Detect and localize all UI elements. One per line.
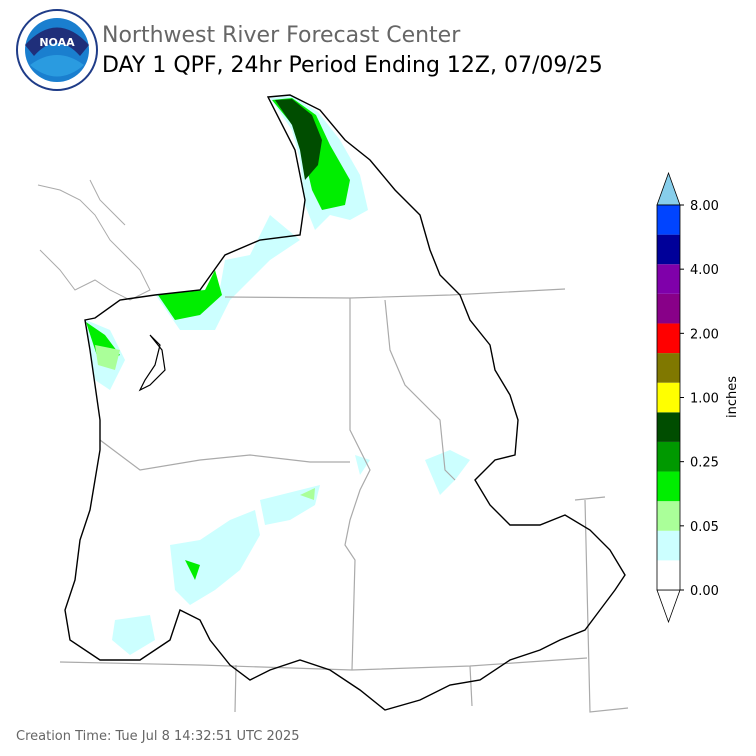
colorbar-label: inches <box>725 376 740 418</box>
colorbar-tick-label: 2.00 <box>690 327 719 342</box>
precip-areas <box>86 96 470 655</box>
colorbar-bin <box>657 234 680 265</box>
org-title: Northwest River Forecast Center <box>102 23 461 48</box>
colorbar-bin <box>657 353 680 383</box>
colorbar-tick-label: 8.00 <box>690 199 719 214</box>
state-borders <box>59 288 629 713</box>
colorbar-bin <box>657 205 680 235</box>
colorbar: 0.00 0.05 0.25 1.00 2.00 4.00 8.00 <box>656 171 719 624</box>
noaa-logo: NOAA <box>16 9 98 91</box>
colorbar-bin <box>657 530 680 561</box>
colorbar-tick-label: 0.00 <box>690 584 719 599</box>
colorbar-bin <box>657 382 680 413</box>
colorbar-under <box>656 589 681 624</box>
colorbar-tick-label: 0.25 <box>690 456 719 471</box>
map-title: DAY 1 QPF, 24hr Period Ending 12Z, 07/09… <box>102 53 603 78</box>
colorbar-bin <box>657 560 680 590</box>
colorbar-bin <box>657 412 680 442</box>
colorbar-bin <box>657 501 680 531</box>
creation-time: Creation Time: Tue Jul 8 14:32:51 UTC 20… <box>16 729 300 744</box>
colorbar-bin <box>657 471 680 502</box>
colorbar-bin <box>657 441 680 472</box>
coastline-canada <box>37 179 151 301</box>
colorbar-tick-label: 0.05 <box>690 520 719 535</box>
colorbar-bin <box>657 264 680 294</box>
colorbar-over <box>656 171 681 206</box>
colorbar-tick-label: 1.00 <box>690 392 719 407</box>
svg-text:NOAA: NOAA <box>39 36 75 49</box>
colorbar-bin <box>657 293 680 324</box>
colorbar-tick-label: 4.00 <box>690 263 719 278</box>
basin-outline <box>64 94 626 711</box>
colorbar-bin <box>657 323 680 354</box>
puget-sound <box>138 334 166 392</box>
